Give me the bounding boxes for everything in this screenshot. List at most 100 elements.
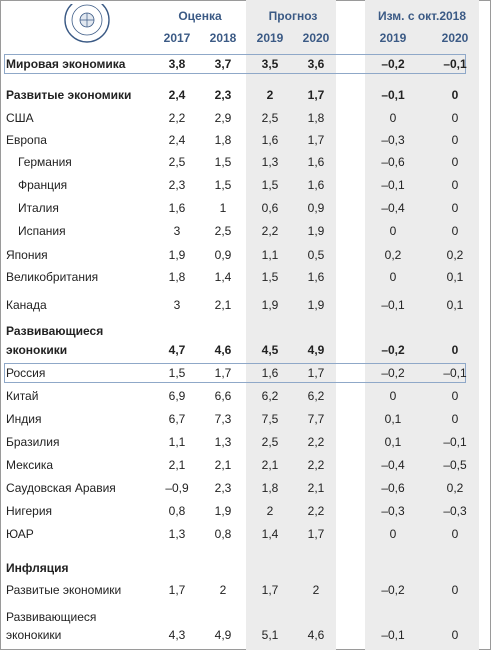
cell-2020: 1,8 [307,111,325,125]
cell-change-2020: –0,3 [443,504,467,518]
row-label: Франция [18,178,68,192]
cell-2020: 4,6 [307,628,325,642]
cell-change-2020: 0,1 [446,270,464,284]
cell-2018: 2,5 [214,224,232,238]
row-label: Испания [18,224,66,238]
cell-change-2020: 0 [451,224,459,238]
cell-2017: 1,7 [168,583,186,597]
table-row: ЮАР 1,3 0,8 1,4 1,7 0 0 [0,525,491,543]
cell-2019: 6,2 [261,389,279,403]
cell-2017: 1,9 [168,248,186,262]
cell-change-2020: 0,2 [446,248,464,262]
cell-2017: 0,8 [168,504,186,518]
table-row: Саудовская Аравия –0,9 2,3 1,8 2,1 –0,6 … [0,479,491,497]
cell-change-2019: –0,4 [381,201,405,215]
row-label: Китай [6,389,39,403]
cell-2018: 2,1 [214,458,232,472]
row-label-line2: эконокики [6,628,62,642]
year-header: 2019 [379,31,407,45]
table-row: Развитые экономики 2,4 2,3 2 1,7 –0,1 0 [0,86,491,104]
cell-2019: 1,7 [261,583,279,597]
table-row: Мировая экономика 3,8 3,7 3,5 3,6 –0,2 –… [0,55,491,73]
cell-2018: 2,3 [214,481,232,495]
forecast-header: Прогноз [268,9,318,23]
cell-change-2019: –0,6 [381,155,405,169]
cell-change-2020: –0,5 [443,458,467,472]
cell-change-2019: –0,3 [381,504,405,518]
year-header: 2020 [441,31,469,45]
row-label: Развитые экономики [6,88,132,102]
cell-change-2019: 0 [389,270,397,284]
row-label-line1: Развивающиеся [6,324,104,338]
table-row: Великобритания 1,8 1,4 1,5 1,6 0 0,1 [0,268,491,286]
cell-2019: 0,6 [261,201,279,215]
cell-2017: 3 [173,224,181,238]
cell-2018: 2,3 [214,88,232,102]
table-row: Индия 6,7 7,3 7,5 7,7 0,1 0 [0,410,491,428]
cell-change-2020: 0 [451,133,459,147]
row-label-line2: эконокики [6,343,68,357]
cell-change-2019: 0,1 [384,435,402,449]
cell-2018: 0,8 [214,527,232,541]
cell-2020: 0,5 [307,248,325,262]
row-label: Нигерия [6,504,53,518]
row-label: Россия [6,366,46,380]
row-label: США [6,111,34,125]
cell-change-2020: 0 [451,343,459,357]
row-label: Германия [18,155,72,169]
cell-2018: 2,9 [214,111,232,125]
table-row: эконокики 4,3 4,9 5,1 4,6 –0,1 0 [0,626,491,644]
cell-2019: 1,5 [261,270,279,284]
cell-change-2020: –0,1 [443,57,467,71]
cell-change-2020: –0,1 [443,435,467,449]
cell-2020: 1,6 [307,155,325,169]
year-header: 2020 [302,31,330,45]
cell-2017: 1,3 [168,527,186,541]
cell-2017: –0,9 [165,481,189,495]
cell-2020: 1,6 [307,178,325,192]
cell-2019: 1,3 [261,155,279,169]
cell-2020: 1,6 [307,270,325,284]
cell-change-2019: –0,4 [381,458,405,472]
cell-2017: 1,6 [168,201,186,215]
cell-change-2020: 0,1 [446,298,464,312]
change-column-shade [365,0,479,650]
cell-2017: 1,8 [168,270,186,284]
row-label: Великобритания [6,270,99,284]
cell-change-2019: –0,1 [381,628,405,642]
cell-2019: 1,9 [261,298,279,312]
cell-2018: 3,7 [214,57,232,71]
cell-2018: 7,3 [214,412,232,426]
cell-2020: 2,2 [307,458,325,472]
cell-change-2020: 0 [451,155,459,169]
table-row: США 2,2 2,9 2,5 1,8 0 0 [0,109,491,127]
cell-change-2020: 0 [451,201,459,215]
cell-2018: 4,6 [214,343,232,357]
cell-2020: 1,7 [307,133,325,147]
cell-2020: 3,6 [307,57,325,71]
cell-change-2019: 0,1 [384,412,402,426]
cell-2017: 2,3 [168,178,186,192]
cell-2018: 1,7 [214,366,232,380]
cell-2017: 4,7 [168,343,186,357]
cell-2018: 4,9 [214,628,232,642]
table-row: Развитые экономики 1,7 2 1,7 2 –0,2 0 [0,581,491,599]
table-row: Испания 3 2,5 2,2 1,9 0 0 [0,222,491,240]
year-header: 2019 [256,31,284,45]
estimate-header: Оценка [178,9,222,23]
table-row: Мексика 2,1 2,1 2,1 2,2 –0,4 –0,5 [0,456,491,474]
cell-change-2020: 0 [451,389,459,403]
cell-change-2020: 0 [451,583,459,597]
cell-2020: 6,2 [307,389,325,403]
cell-2020: 2,2 [307,435,325,449]
row-label: Инфляция [6,561,69,575]
cell-change-2019: –0,2 [381,583,405,597]
cell-2017: 1,5 [168,366,186,380]
row-label-line1: Развивающиеся [6,610,97,624]
cell-2019: 1,5 [261,178,279,192]
cell-2020: 4,9 [307,343,325,357]
row-label: Индия [6,412,42,426]
cell-2019: 3,5 [261,57,279,71]
cell-change-2020: 0 [451,628,459,642]
cell-2017: 2,4 [168,88,186,102]
